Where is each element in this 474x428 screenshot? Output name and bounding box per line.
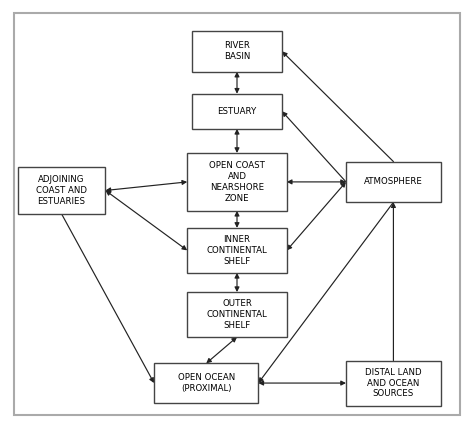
Bar	[192, 94, 282, 129]
Text: INNER
CONTINENTAL
SHELF: INNER CONTINENTAL SHELF	[207, 235, 267, 266]
Text: ATMOSPHERE: ATMOSPHERE	[364, 177, 423, 187]
Text: RIVER
BASIN: RIVER BASIN	[224, 42, 250, 61]
Bar	[187, 228, 287, 273]
Bar	[346, 360, 441, 406]
Bar	[154, 363, 258, 403]
Bar	[192, 31, 282, 72]
Text: ESTUARY: ESTUARY	[218, 107, 256, 116]
Text: OPEN OCEAN
(PROXIMAL): OPEN OCEAN (PROXIMAL)	[178, 373, 235, 393]
Bar	[18, 167, 105, 214]
Text: DISTAL LAND
AND OCEAN
SOURCES: DISTAL LAND AND OCEAN SOURCES	[365, 368, 422, 398]
Text: OPEN COAST
AND
NEARSHORE
ZONE: OPEN COAST AND NEARSHORE ZONE	[209, 161, 265, 202]
Text: OUTER
CONTINENTAL
SHELF: OUTER CONTINENTAL SHELF	[207, 299, 267, 330]
Text: ADJOINING
COAST AND
ESTUARIES: ADJOINING COAST AND ESTUARIES	[36, 175, 87, 206]
Bar	[187, 292, 287, 337]
Bar	[346, 162, 441, 202]
Bar	[187, 153, 287, 211]
